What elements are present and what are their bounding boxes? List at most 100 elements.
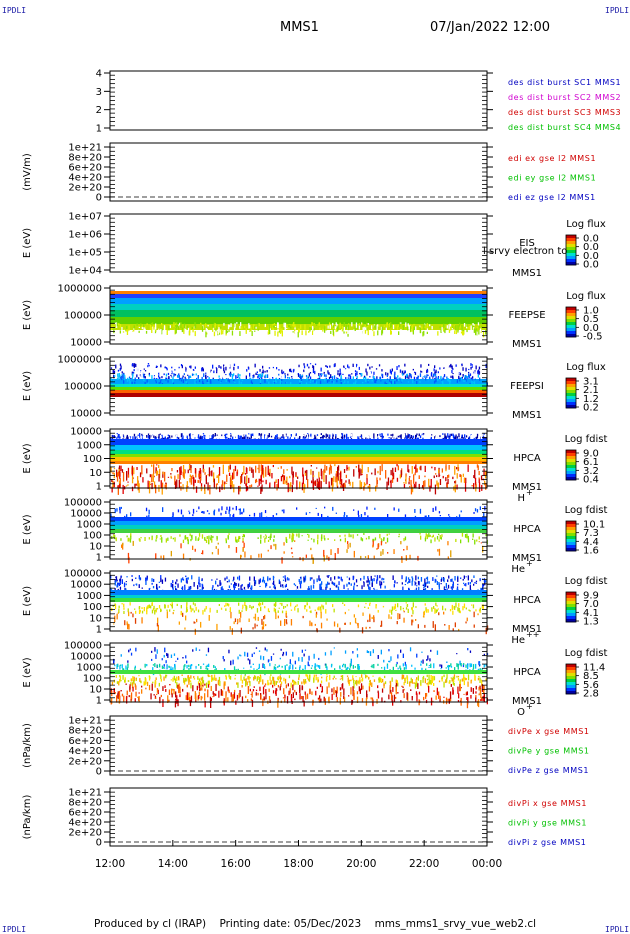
colorbar-segment [566,322,576,326]
panel-hpca_he2 [104,570,579,635]
colorbar-segment [566,530,576,534]
spectrogram-hpca_o [110,647,489,709]
legend-entry-divpe-2: divPe z gse MMS1 [508,766,589,775]
ytick-label-divpe-0: 1e+21 [68,716,102,727]
spectrogram-feepse [110,291,487,338]
panel-frame [109,787,488,847]
colorbar-segment [566,477,576,481]
colorbar-segment [566,465,576,469]
xtick-label-4: 20:00 [346,858,376,870]
legend-entry-divpi-1: divPi y gse MMS1 [508,819,587,828]
legend-entry-divpe-1: divPe y gse MMS1 [508,747,590,756]
ytick-label-divpi-5: 0 [96,838,102,849]
colorbar-segment [566,262,576,266]
panel-dist [104,70,493,131]
ytick-label-hpca_he-4: 10 [89,542,102,553]
colorbar-tick-label-hpca_he-1: 7.3 [583,528,599,539]
colorbar-segment [566,331,576,335]
instrument-label-eis: EIS [519,238,535,249]
colorbar-frame [565,377,577,409]
ytick-label-hpca_h-4: 1 [96,482,102,493]
colorbar-segment [566,235,576,239]
colorbar-segment [566,521,576,525]
ytick-label-hpca_he2-0: 100000 [64,569,102,580]
ytick-label-dist-1: 3 [96,87,102,98]
colorbar-segment [566,670,576,674]
colorbar-segment [566,548,576,552]
spacecraft-label-feepsi: MMS1 [512,410,542,421]
ytick-label-divpi-4: 2e+20 [68,828,102,839]
cbar-title-hpca_o: Log fdist [565,648,608,659]
ytick-label-hpca_he-1: 10000 [70,509,102,520]
colorbar-segment [566,601,576,605]
spacecraft-label-hpca_he: MMS1 [512,553,542,564]
species-label-hpca_he2: He [511,635,525,646]
panel-frame [109,70,488,131]
ytick-label-feepsi-2: 10000 [70,409,102,420]
instrument-label-hpca_he2: HPCA [513,595,541,606]
legend-entry-edi-0: edi ex gse l2 MMS1 [508,154,596,163]
colorbar-segment [566,462,576,466]
ytick-label-edi-4: 2e+20 [68,183,102,194]
ylabel-hpca_h: E (eV) [22,443,33,473]
panel-divpe [104,715,493,776]
colorbar-segment [566,545,576,549]
colorbar-segment [566,456,576,460]
colorbar-frame [565,520,577,552]
ytick-label-divpe-3: 4e+20 [68,746,102,757]
colorbar-segment [566,393,576,397]
legend-entry-divpi-2: divPi z gse MMS1 [508,838,586,847]
ytick-label-dist-0: 4 [96,69,102,80]
colorbar-segment [566,319,576,323]
colorbar-tick-label-feepsi-0: 3.1 [583,377,599,388]
colorbar-segment [566,533,576,537]
footer-produced-by: Produced by cl (IRAP) [93,918,207,930]
colorbar-tick-label-eis-2: 0.0 [583,251,599,262]
colorbar-tick-label-feepse-0: 1.0 [583,306,599,317]
ytick-label-eis-1: 1e+06 [68,230,102,241]
ytick-label-dist-3: 1 [96,124,102,135]
colorbar-segment [566,313,576,317]
cbar-title-feepse: Log flux [566,291,606,302]
colorbar-tick-label-feepse-1: 0.5 [583,314,599,325]
colorbar-segment [566,527,576,531]
colorbar-segment [566,378,576,382]
charge-label-hpca_h: + [526,488,533,497]
colorbar-frame [565,663,577,695]
colorbar-segment [566,384,576,388]
ytick-label-eis-2: 1e+05 [68,248,102,259]
colorbar-segment [566,250,576,254]
ylabel-feepsi: E (eV) [22,371,33,401]
ytick-label-divpe-1: 8e+20 [68,726,102,737]
ytick-label-hpca_h-1: 1000 [77,440,102,451]
ylabel-divpe: (nPa/km) [22,723,33,768]
ytick-label-dist-2: 2 [96,105,102,116]
ytick-label-hpca_he-3: 100 [83,531,102,542]
colorbar-segment [566,390,576,394]
spacecraft-label-hpca_h: MMS1 [512,482,542,493]
colorbar-tick-label-hpca_he-3: 1.6 [583,546,599,557]
colorbar-tick-label-feepsi-2: 1.2 [583,394,599,405]
legend-entry-dist-1: des dist burst SC2 MMS2 [508,93,621,102]
ytick-label-divpe-5: 0 [96,767,102,778]
ytick-label-edi-2: 6e+20 [68,163,102,174]
ytick-label-eis-0: 1e+07 [68,212,102,223]
species-label-hpca_he: He [511,564,525,575]
ytick-label-hpca_o-4: 10 [89,685,102,696]
corner-label-top-right: IPDLI [605,6,630,15]
charge-label-hpca_he: + [526,559,533,568]
ytick-label-hpca_h-2: 100 [83,454,102,465]
colorbar-segment [566,405,576,409]
panel-frame [109,142,488,202]
ytick-label-divpi-0: 1e+21 [68,788,102,799]
colorbar-segment [566,450,576,454]
colorbar-segment [566,259,576,263]
panel-frame [109,715,488,776]
colorbar-segment [566,619,576,623]
ytick-label-edi-3: 4e+20 [68,173,102,184]
spectrogram-feepsi [110,363,488,397]
legend-entry-edi-1: edi ey gse l2 MMS1 [508,174,596,183]
xtick-label-3: 18:00 [283,858,313,870]
ytick-label-edi-0: 1e+21 [68,143,102,154]
